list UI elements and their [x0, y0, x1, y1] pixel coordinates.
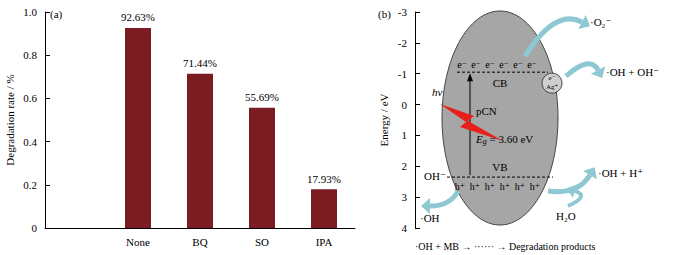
svg-text:17.93%: 17.93%: [307, 173, 341, 185]
svg-text:·O₂⁻: ·O₂⁻: [590, 16, 611, 28]
svg-text:None: None: [126, 236, 150, 248]
svg-text:2: 2: [402, 160, 408, 172]
svg-text:OH⁻: OH⁻: [424, 170, 446, 182]
svg-text:·OH + OH⁻: ·OH + OH⁻: [606, 66, 659, 78]
svg-text:SO: SO: [255, 236, 269, 248]
svg-text:H₂O: H₂O: [556, 210, 576, 222]
svg-text:0: 0: [32, 222, 38, 234]
svg-text:(a): (a): [50, 8, 63, 21]
svg-text:e⁻: e⁻: [549, 74, 556, 82]
svg-text:92.63%: 92.63%: [121, 11, 155, 23]
svg-text:h⁺: h⁺: [485, 181, 495, 192]
svg-text:0: 0: [402, 99, 408, 111]
html-text:Eg: Eg: [476, 132, 487, 147]
svg-text:0.8: 0.8: [23, 49, 37, 61]
svg-text:·OH + MB → ······ → Degradatio: ·OH + MB → ······ → Degradation products: [415, 241, 595, 252]
svg-text:hν: hν: [432, 86, 443, 98]
svg-text:e⁻: e⁻: [485, 59, 495, 70]
svg-text:-3: -3: [398, 6, 408, 18]
svg-text:h⁺: h⁺: [470, 181, 480, 192]
svg-text:1.0: 1.0: [23, 6, 37, 18]
svg-text:-1: -1: [398, 68, 407, 80]
svg-text:·OH: ·OH: [420, 212, 440, 224]
svg-text:1: 1: [402, 129, 408, 141]
svg-text:e⁻: e⁻: [513, 59, 523, 70]
svg-text:h⁺: h⁺: [500, 181, 510, 192]
svg-text:Degradation rate / %: Degradation rate / %: [4, 74, 16, 165]
svg-text:h⁺: h⁺: [530, 181, 540, 192]
svg-text:h⁺: h⁺: [515, 181, 525, 192]
svg-text:3: 3: [402, 191, 408, 203]
svg-text:h⁺: h⁺: [455, 181, 465, 192]
svg-text:e⁻: e⁻: [527, 59, 537, 70]
svg-text:-2: -2: [398, 37, 407, 49]
svg-text:BQ: BQ: [192, 236, 207, 248]
svg-text:0.6: 0.6: [23, 92, 37, 104]
svg-text:Energy / eV: Energy / eV: [378, 93, 390, 146]
svg-text:0.4: 0.4: [23, 136, 37, 148]
svg-text:e⁻: e⁻: [471, 59, 481, 70]
svg-text:71.44%: 71.44%: [183, 57, 217, 69]
svg-text:(b): (b): [378, 8, 391, 21]
svg-text:4: 4: [402, 222, 408, 234]
svg-text:e⁻: e⁻: [499, 59, 509, 70]
svg-text:0.2: 0.2: [23, 179, 37, 191]
svg-text:IPA: IPA: [316, 236, 333, 248]
svg-text:·OH + H⁺: ·OH + H⁺: [598, 167, 643, 179]
svg-text:VB: VB: [492, 161, 507, 173]
svg-text:pCN: pCN: [476, 105, 497, 117]
svg-text:e⁻: e⁻: [457, 59, 467, 70]
svg-text:= 3.60 eV: = 3.60 eV: [487, 133, 534, 145]
svg-text:Ag⁺: Ag⁺: [546, 83, 559, 91]
svg-text:55.69%: 55.69%: [245, 91, 279, 103]
svg-text:CB: CB: [493, 77, 508, 89]
